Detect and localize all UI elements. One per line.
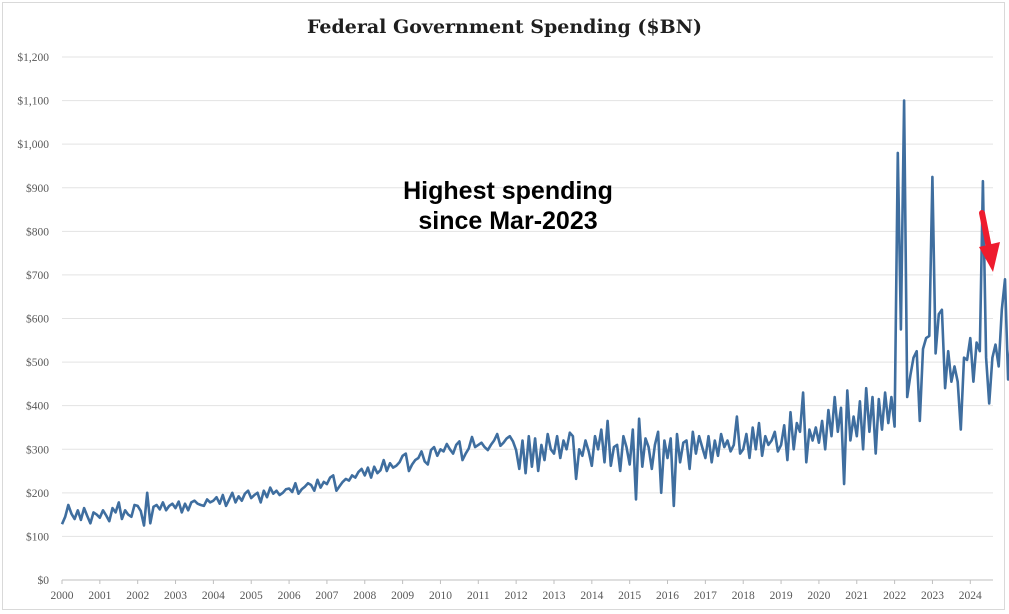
x-tick-label: 2007: [315, 590, 338, 602]
x-tick-label: 2010: [429, 590, 452, 602]
annotation-line-2: since Mar-2023: [418, 207, 598, 235]
x-tick-label: 2020: [807, 590, 830, 602]
x-tick-label: 2021: [845, 590, 868, 602]
x-tick-label: 2013: [542, 590, 565, 602]
x-tick-label: 2015: [618, 590, 641, 602]
y-tick-label: $200: [26, 487, 49, 500]
red-arrow-shaft: [979, 210, 992, 251]
annotation-line-1: Highest spending: [403, 177, 613, 205]
x-tick-label: 2001: [88, 590, 111, 602]
spending-annotation: Highest spending since Mar-2023: [348, 176, 668, 236]
x-tick-label: 2004: [202, 590, 225, 602]
x-tick-label: 2024: [959, 590, 982, 602]
x-tick-label: 2012: [505, 590, 528, 602]
y-tick-label: $300: [26, 443, 49, 456]
y-tick-label: $1,100: [17, 95, 49, 108]
y-tick-label: $1,000: [17, 138, 49, 151]
y-tick-label: $1,200: [17, 51, 49, 64]
x-tick-label: 2008: [353, 590, 376, 602]
x-tick-label: 2002: [126, 590, 149, 602]
y-tick-label: $600: [26, 313, 49, 326]
x-tick-label: 2005: [240, 590, 263, 602]
y-tick-label: $800: [26, 225, 49, 238]
x-tick-label: 2016: [656, 590, 679, 602]
y-tick-label: $400: [26, 400, 49, 413]
x-tick-label: 2018: [732, 590, 755, 602]
y-tick-label: $900: [26, 182, 49, 195]
x-tick-label: 2009: [391, 590, 414, 602]
x-tick-label: 2006: [278, 590, 301, 602]
x-tick-label: 2017: [694, 590, 717, 602]
y-tick-label: $0: [38, 574, 50, 587]
x-tick-label: 2019: [770, 590, 793, 602]
chart-title: Federal Government Spending ($BN): [306, 16, 703, 38]
red-arrow-head-icon: [979, 242, 1000, 272]
series-line: [60, 99, 1009, 527]
x-tick-label: 2023: [921, 590, 944, 602]
y-tick-label: $700: [26, 269, 49, 282]
x-tick-label: 2011: [467, 590, 490, 602]
y-tick-label: $500: [26, 356, 49, 369]
y-tick-label: $100: [26, 530, 49, 543]
x-tick-label: 2014: [580, 590, 603, 602]
x-tick-label: 2022: [883, 590, 906, 602]
x-tick-label: 2003: [164, 590, 187, 602]
x-tick-label: 2000: [51, 590, 74, 602]
